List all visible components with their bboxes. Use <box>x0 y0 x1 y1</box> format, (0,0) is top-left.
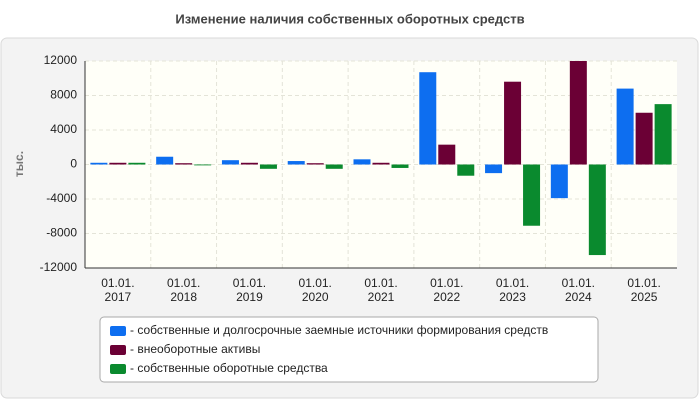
bar <box>156 156 174 165</box>
x-tick-label: 01.01. 2021 <box>364 276 397 304</box>
bar <box>485 164 503 174</box>
bar <box>287 161 305 165</box>
x-tick-label: 01.01. 2022 <box>430 276 463 304</box>
bar <box>372 162 390 165</box>
legend-swatch <box>110 345 126 355</box>
legend-label: - внеоборотные активы <box>130 342 260 356</box>
bar <box>240 162 258 165</box>
bar <box>635 112 653 165</box>
chart-title: Изменение наличия собственных оборотных … <box>175 11 524 26</box>
y-tick-label: 4000 <box>50 122 77 136</box>
bar <box>128 162 146 165</box>
x-tick-label: 01.01. 2023 <box>496 276 529 304</box>
bar <box>523 164 541 226</box>
bar <box>306 163 324 165</box>
bar <box>325 164 343 169</box>
x-tick-label: 01.01. 2017 <box>101 276 134 304</box>
bar <box>221 160 239 165</box>
bar <box>438 144 456 165</box>
bar <box>175 163 193 165</box>
y-tick-label: -12000 <box>40 260 78 274</box>
bar <box>391 164 409 168</box>
legend-swatch <box>110 364 126 374</box>
y-tick-label: 12000 <box>44 53 78 67</box>
y-tick-label: 8000 <box>50 88 77 102</box>
bar <box>353 159 371 165</box>
x-tick-label: 01.01. 2018 <box>167 276 200 304</box>
bar <box>419 72 437 165</box>
x-tick-label: 01.01. 2020 <box>299 276 332 304</box>
bar <box>457 164 475 176</box>
bar <box>90 162 108 165</box>
bar <box>654 104 672 165</box>
x-tick-label: 01.01. 2024 <box>562 276 595 304</box>
bar <box>550 164 568 199</box>
legend-swatch <box>110 326 126 336</box>
y-tick-label: 0 <box>70 157 77 171</box>
y-axis-label: тыс. <box>12 151 26 177</box>
x-tick-label: 01.01. 2025 <box>627 276 660 304</box>
bar <box>569 61 587 165</box>
bar <box>109 162 127 165</box>
legend-label: - собственные оборотные средства <box>130 361 328 375</box>
bar <box>194 164 212 166</box>
bar <box>616 88 634 165</box>
bar <box>259 164 277 169</box>
bar <box>504 81 522 165</box>
bar <box>588 164 606 256</box>
y-tick-label: -8000 <box>46 226 77 240</box>
x-tick-label: 01.01. 2019 <box>233 276 266 304</box>
legend-label: - собственные и долгосрочные заемные ист… <box>130 323 548 337</box>
y-tick-label: -4000 <box>46 191 77 205</box>
legend <box>99 316 599 383</box>
